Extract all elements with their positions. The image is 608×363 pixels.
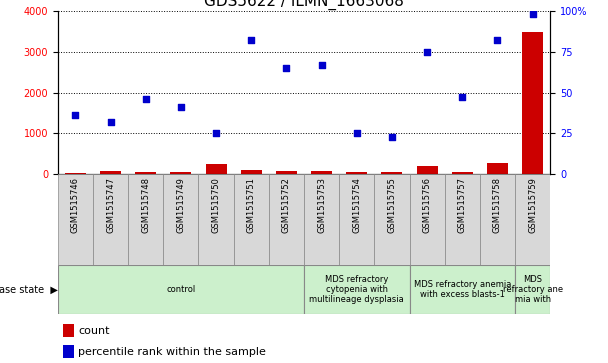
Point <box>457 94 467 100</box>
Bar <box>444 174 480 265</box>
Bar <box>416 166 438 174</box>
Bar <box>58 265 304 314</box>
Point <box>492 37 502 43</box>
Point <box>176 104 185 110</box>
Point <box>352 130 362 136</box>
Text: GSM1515747: GSM1515747 <box>106 177 115 233</box>
Point <box>71 113 80 118</box>
Title: GDS5622 / ILMN_1663068: GDS5622 / ILMN_1663068 <box>204 0 404 9</box>
Bar <box>58 174 93 265</box>
Text: GSM1515748: GSM1515748 <box>141 177 150 233</box>
Bar <box>346 172 367 174</box>
Bar <box>515 174 550 265</box>
Point <box>317 62 326 68</box>
Text: MDS refractory
cytopenia with
multilineage dysplasia: MDS refractory cytopenia with multilinea… <box>309 274 404 305</box>
Bar <box>128 174 164 265</box>
Text: GSM1515754: GSM1515754 <box>352 177 361 233</box>
Bar <box>304 174 339 265</box>
Bar <box>410 265 515 314</box>
Text: GSM1515758: GSM1515758 <box>493 177 502 233</box>
Bar <box>381 172 402 174</box>
Point <box>141 96 151 102</box>
Bar <box>198 174 233 265</box>
Text: GSM1515756: GSM1515756 <box>423 177 432 233</box>
Point <box>106 119 116 125</box>
Point <box>211 130 221 136</box>
Text: control: control <box>166 285 196 294</box>
Point <box>282 65 291 71</box>
Point <box>422 49 432 54</box>
Bar <box>487 163 508 174</box>
Bar <box>339 174 375 265</box>
Bar <box>135 172 156 174</box>
Bar <box>311 171 332 174</box>
Text: GSM1515755: GSM1515755 <box>387 177 396 233</box>
Text: GSM1515750: GSM1515750 <box>212 177 221 233</box>
Bar <box>276 171 297 174</box>
Text: disease state  ▶: disease state ▶ <box>0 285 58 294</box>
Text: GSM1515759: GSM1515759 <box>528 177 537 233</box>
Point <box>246 37 256 43</box>
Bar <box>233 174 269 265</box>
Bar <box>164 174 198 265</box>
Bar <box>241 170 262 174</box>
Bar <box>269 174 304 265</box>
Bar <box>522 32 543 174</box>
Text: GSM1515757: GSM1515757 <box>458 177 467 233</box>
Point <box>387 134 397 139</box>
Bar <box>515 265 550 314</box>
Text: percentile rank within the sample: percentile rank within the sample <box>78 347 266 357</box>
Bar <box>410 174 444 265</box>
Text: GSM1515751: GSM1515751 <box>247 177 256 233</box>
Text: GSM1515746: GSM1515746 <box>71 177 80 233</box>
Bar <box>206 164 227 174</box>
Bar <box>452 172 473 174</box>
Text: GSM1515752: GSM1515752 <box>282 177 291 233</box>
Bar <box>63 345 74 358</box>
Bar <box>375 174 410 265</box>
Bar <box>63 324 74 337</box>
Bar <box>93 174 128 265</box>
Text: MDS refractory anemia
with excess blasts-1: MDS refractory anemia with excess blasts… <box>413 280 511 299</box>
Text: GSM1515749: GSM1515749 <box>176 177 185 233</box>
Text: MDS
refractory ane
mia with: MDS refractory ane mia with <box>503 274 563 305</box>
Point <box>528 11 537 17</box>
Text: count: count <box>78 326 110 336</box>
Text: GSM1515753: GSM1515753 <box>317 177 326 233</box>
Bar <box>170 172 192 174</box>
Bar <box>65 172 86 174</box>
Bar <box>480 174 515 265</box>
Bar <box>100 171 121 174</box>
Bar <box>304 265 410 314</box>
